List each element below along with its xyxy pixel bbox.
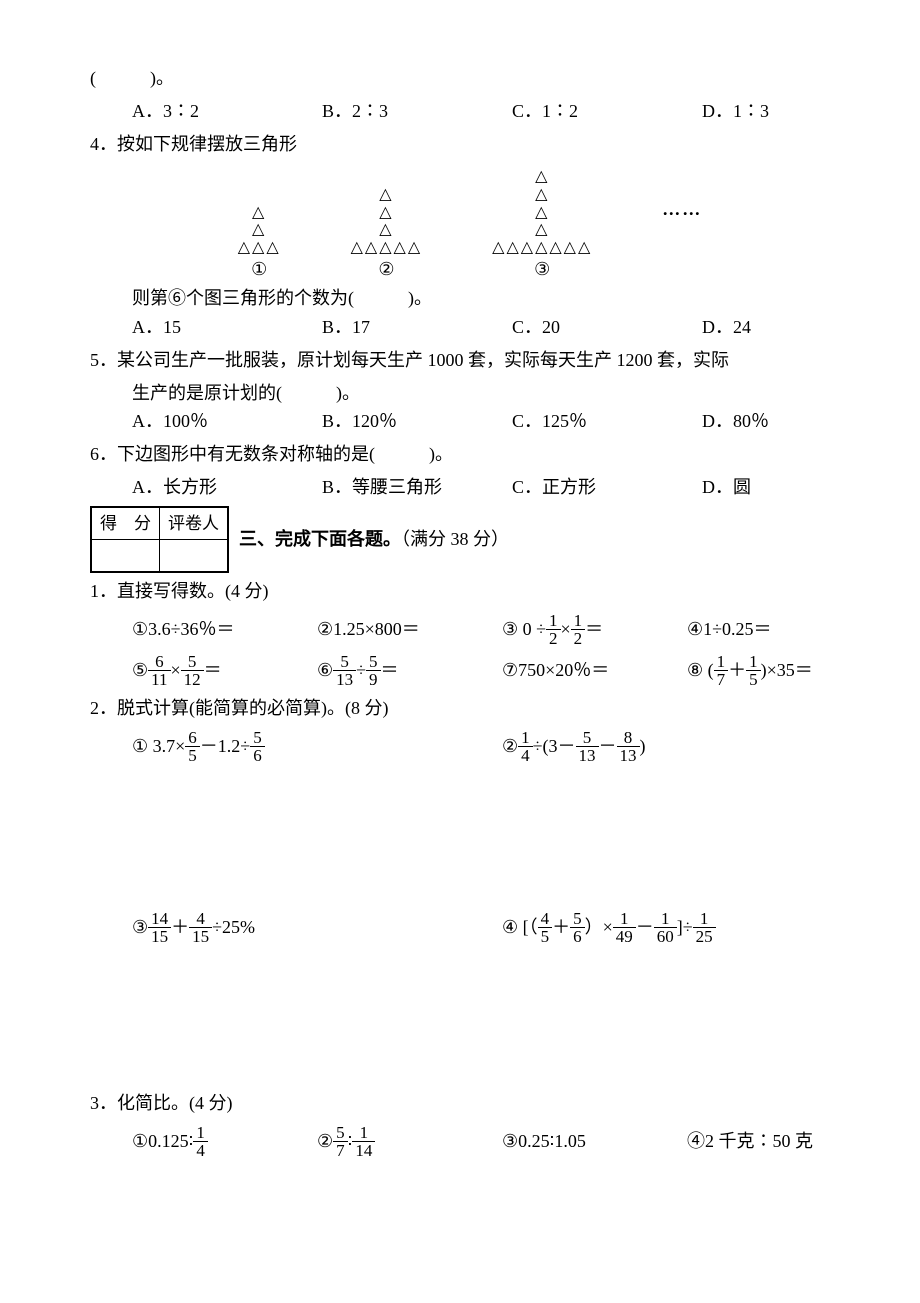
p1-i6: ⑥ 513 ÷ 59 ＝ [317,653,502,688]
section3-title: 三、完成下面各题。 [239,529,401,549]
section3-pts: （满分 38 分） [401,529,509,549]
q6-opt-d: D．圆 [702,473,892,502]
p1-i8: ⑧ ( 17 ＋ 15 )×35＝ [687,653,872,688]
p2-e3: ③ 1415 ＋ 415 ÷25% [132,910,502,945]
p2-row2: ③ 1415 ＋ 415 ÷25% ④ [（ 45 ＋ 56 ）× 149 － … [132,910,850,945]
q4-text: 4．按如下规律摆放三角形 [90,130,850,159]
q4-options: A．15 B．17 C．20 D．24 [132,313,850,342]
p3-e1: ①0.125∶ 14 [132,1124,317,1159]
opt-c: C．1∶2 [512,97,702,126]
tri-group-2: △ △ △ △△△△△ ② [351,186,423,280]
tri-label-2: ② [378,260,394,280]
q5-options: A．100％ B．120％ C．125％ D．80％ [132,407,850,436]
p1-i5: ⑤ 611 × 512 ＝ [132,653,317,688]
q4-opt-b: B．17 [322,313,512,342]
p3-e4: ④2 千克∶50 克 [687,1127,872,1156]
opt-b: B．2∶3 [322,97,512,126]
q4-follow: 则第⑥个图三角形的个数为( )。 [132,284,850,313]
opt-d: D．1∶3 [702,97,892,126]
p1-i7: ⑦750×20％＝ [502,656,687,685]
tri-ellipsis: …… [662,195,702,254]
p1-row1: ①3.6÷36％＝ ②1.25×800＝ ③ 0 ÷ 12 × 12 ＝ ④1÷… [132,612,850,647]
q-prev-options: A．3∶2 B．2∶3 C．1∶2 D．1∶3 [132,97,850,126]
p1-row2: ⑤ 611 × 512 ＝ ⑥ 513 ÷ 59 ＝ ⑦750×20％＝ ⑧ (… [132,653,850,688]
q4-opt-c: C．20 [512,313,702,342]
p1-i3: ③ 0 ÷ 12 × 12 ＝ [502,612,687,647]
opt-a: A．3∶2 [132,97,322,126]
q4-opt-a: A．15 [132,313,322,342]
p3-title: 3．化简比。(4 分) [90,1089,850,1118]
p3-e2: ② 57 ∶ 114 [317,1124,502,1159]
q-prev-tail: ( )。 [90,64,850,93]
q6-opt-c: C．正方形 [512,473,702,502]
q4-opt-d: D．24 [702,313,892,342]
q5-opt-c: C．125％ [512,407,702,436]
q5-opt-d: D．80％ [702,407,892,436]
p2-e4: ④ [（ 45 ＋ 56 ）× 149 － 160 ]÷ 125 [502,910,872,945]
score-box: 得 分评卷人 [90,506,229,573]
p2-title: 2．脱式计算(能简算的必简算)。(8 分) [90,694,850,723]
q6-options: A．长方形 B．等腰三角形 C．正方形 D．圆 [132,473,850,502]
p2-e1: ① 3.7× 65 －1.2÷ 56 [132,729,502,764]
p1-i4: ④1÷0.25＝ [687,615,872,644]
p1-i1: ①3.6÷36％＝ [132,615,317,644]
triangle-figure: △ △ △△△ ① △ △ △ △△△△△ ② △ △ △ △ △△△△△△△ … [90,168,850,280]
tri-group-1: △ △ △△△ ① [238,204,281,281]
score-label: 得 分 [92,507,160,539]
q6-opt-a: A．长方形 [132,473,322,502]
p2-row1: ① 3.7× 65 －1.2÷ 56 ② 14 ÷(3－ 513 － 813 ) [132,729,850,764]
score-cell [92,539,160,571]
q5-line1: 5．某公司生产一批服装，原计划每天生产 1000 套，实际每天生产 1200 套… [90,346,850,375]
tri-label-1: ① [251,260,267,280]
p1-title: 1．直接写得数。(4 分) [90,577,850,606]
p2-e2: ② 14 ÷(3－ 513 － 813 ) [502,729,872,764]
q6-opt-b: B．等腰三角形 [322,473,512,502]
p1-i2: ②1.25×800＝ [317,615,502,644]
tri-group-3: △ △ △ △ △△△△△△△ ③ [492,168,592,280]
grader-label: 评卷人 [160,507,228,539]
grader-cell [160,539,228,571]
q5-line2: 生产的是原计划的( )。 [132,379,850,408]
p3-e3: ③0.25∶1.05 [502,1127,687,1156]
p3-row: ①0.125∶ 14 ② 57 ∶ 114 ③0.25∶1.05 ④2 千克∶5… [132,1124,850,1159]
tri-label-3: ③ [534,260,550,280]
q5-opt-b: B．120％ [322,407,512,436]
q5-opt-a: A．100％ [132,407,322,436]
q6-text: 6．下边图形中有无数条对称轴的是( )。 [90,440,850,469]
